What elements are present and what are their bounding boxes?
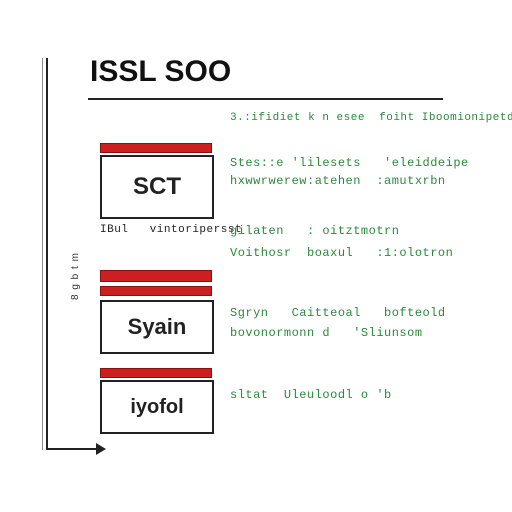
desc-line: 3.:ifidiet k n esee foiht Iboomionipetd [230,112,512,126]
arrow-head [96,443,106,455]
box-sct-label: SCT [133,173,181,201]
red-bar [100,143,212,153]
desc-line: gilaten : oitztmotrn [230,224,399,239]
red-bar [100,286,212,296]
box-syain-label: Syain [128,314,187,340]
box-sct: SCT [100,155,214,219]
arrow-line [46,448,96,450]
desc-line: IBul vintoripersst [100,224,242,238]
side-label: 8 g b t m [70,252,81,300]
red-bar [100,270,212,282]
diagram-title: ISSL SOO [90,55,231,89]
desc-line: Voithosr boaxul :1:olotron [230,246,453,261]
desc-line: bovonormonn d 'Sliunsom [230,326,423,341]
title-underline [88,98,443,100]
desc-line: Sgryn Caitteoal bofteold [230,306,446,321]
desc-line: hxwwrwerew:atehen :amutxrbn [230,174,446,189]
box-iyofol: iyofol [100,380,214,434]
desc-line: Stes::e 'lilesets 'eleiddeipe [230,156,469,171]
left-rail [46,58,48,450]
diagram-canvas: ISSL SOO 8 g b t m SCT Syain iyofol 3.:i… [0,0,512,512]
red-bar [100,368,212,378]
box-syain: Syain [100,300,214,354]
box-iyofol-label: iyofol [130,396,183,419]
left-rail-shadow [42,58,43,450]
desc-line: sltat Uleuloodl o 'b [230,388,392,403]
